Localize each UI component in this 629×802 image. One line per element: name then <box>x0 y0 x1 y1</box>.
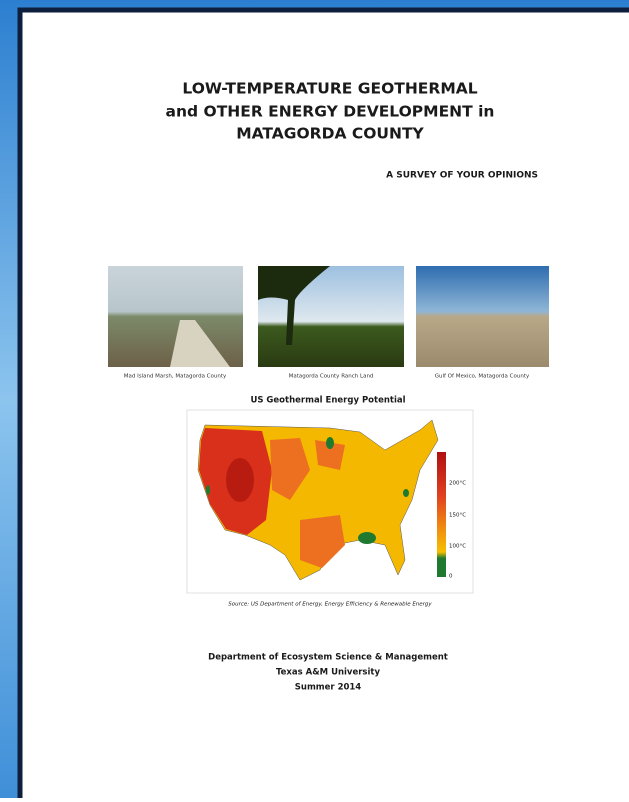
legend-label: 0 <box>449 574 453 580</box>
photo-caption: Matagorda County Ranch Land <box>289 374 374 380</box>
legend-label: 100°C <box>449 544 466 550</box>
photo <box>416 266 549 367</box>
legend-label: 150°C <box>449 513 466 519</box>
map-title: US Geothermal Energy Potential <box>250 396 405 406</box>
footer-line: Texas A&M University <box>276 668 380 678</box>
photo-caption: Mad Island Marsh, Matagorda County <box>124 374 227 380</box>
cover: LOW-TEMPERATURE GEOTHERMAL and OTHER ENE… <box>0 0 629 798</box>
map-source: Source: US Department of Energy, Energy … <box>228 602 432 608</box>
legend-bar <box>437 452 446 577</box>
footer-line: Summer 2014 <box>295 683 362 693</box>
subtitle: A SURVEY OF YOUR OPINIONS <box>386 171 538 181</box>
map-cool-spot <box>358 532 376 544</box>
title-line: MATAGORDA COUNTY <box>236 125 424 143</box>
title-line: and OTHER ENERGY DEVELOPMENT in <box>166 103 495 121</box>
legend-label: 200°C <box>449 481 466 487</box>
map-cool-spot <box>403 489 409 497</box>
photo-caption: Gulf Of Mexico, Matagorda County <box>435 374 530 380</box>
map-hot-region <box>226 458 254 502</box>
map-cool-spot <box>206 485 210 495</box>
title-line: LOW-TEMPERATURE GEOTHERMAL <box>182 80 477 98</box>
footer-line: Department of Ecosystem Science & Manage… <box>208 653 448 663</box>
map-cool-spot <box>326 437 334 449</box>
